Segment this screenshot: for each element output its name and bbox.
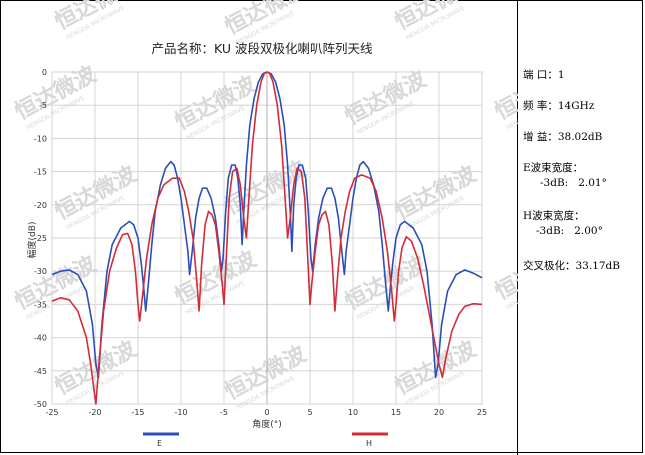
x-tick-label: 15: [391, 408, 401, 417]
gain-value: 增 益：38.02dB: [523, 131, 603, 143]
legend-label-h: H: [366, 439, 372, 448]
y-axis-label: 幅度(dB): [26, 222, 38, 259]
watermark-text: 恒达微波: [221, 0, 312, 40]
y-tick-label: -5: [39, 101, 47, 110]
port-value: 端 口：1: [523, 69, 565, 81]
x-tick-label: 25: [477, 408, 487, 417]
series-line-h: [51, 71, 483, 405]
watermark-text: 恒达微波: [51, 0, 142, 35]
x-tick-label: -15: [131, 408, 144, 417]
x-tick-label: 20: [434, 408, 444, 417]
y-tick-label: -20: [34, 201, 47, 210]
y-tick-label: 0: [42, 68, 47, 77]
watermark-text: 恒达微波: [391, 0, 482, 35]
y-tick-label: -35: [34, 300, 47, 309]
watermark-text: 恒达微波: [491, 61, 518, 126]
x-axis-label: 角度(°): [252, 418, 282, 430]
x-tick-label: -20: [88, 408, 101, 417]
e-beamwidth-label: E波束宽度：: [523, 162, 584, 174]
y-tick-label: -30: [34, 267, 47, 276]
e-beamwidth-value: -3dB: 2.01°: [540, 177, 607, 189]
y-tick-label: -10: [34, 134, 47, 143]
y-tick-label: -45: [34, 367, 47, 376]
x-tick-label: 10: [348, 408, 358, 417]
panel-divider: [517, 0, 518, 455]
x-tick-label: 5: [307, 408, 312, 417]
y-tick-label: -50: [34, 400, 47, 409]
h-beamwidth-label: H波束宽度：: [523, 210, 585, 222]
x-tick-label: -25: [45, 408, 58, 417]
x-tick-label: -10: [174, 408, 187, 417]
x-tick-label: -5: [220, 408, 228, 417]
watermark-text: 恒达微波: [491, 241, 518, 306]
legend-label-e: E: [157, 439, 162, 448]
cross-polarization-value: 交叉极化：33.17dB: [523, 260, 620, 272]
axis-layer: -25 -20 -15 -10 -5 0 5 10 15 20 250-5-10-15-20-25-…: [34, 68, 487, 417]
y-tick-label: -25: [34, 234, 47, 243]
series-layer: [51, 71, 483, 405]
frequency-value: 频 率：14GHz: [523, 100, 595, 112]
x-tick-label: 0: [264, 408, 269, 417]
h-beamwidth-value: -3dB: 2.00°: [536, 225, 603, 237]
info-panel: 端 口：1 频 率：14GHz 增 益：38.02dB E波束宽度： -3dB:…: [523, 0, 643, 455]
y-tick-label: -40: [34, 334, 47, 343]
chart-title: 产品名称：KU 波段双极化喇叭阵列天线: [152, 41, 373, 56]
y-tick-label: -15: [34, 168, 47, 177]
